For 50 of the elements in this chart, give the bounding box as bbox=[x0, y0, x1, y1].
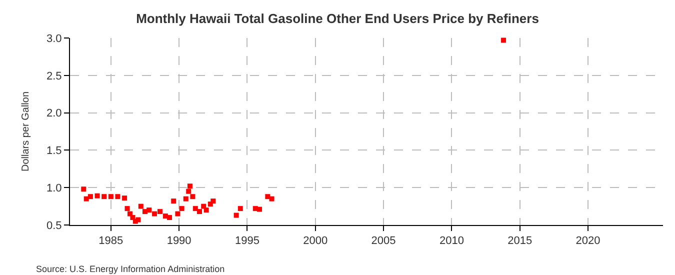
point bbox=[84, 196, 89, 202]
y-tick-label: 1.5 bbox=[46, 145, 62, 158]
point bbox=[152, 211, 158, 216]
point bbox=[167, 215, 172, 220]
point bbox=[210, 198, 216, 204]
x-tick-label: 2010 bbox=[439, 235, 464, 248]
y-tick-label: 3.0 bbox=[46, 32, 62, 45]
point bbox=[138, 204, 144, 209]
y-tick-label: 2.5 bbox=[46, 70, 62, 82]
x-tick-label: 2000 bbox=[303, 235, 328, 248]
x-tick-label: 2005 bbox=[371, 235, 396, 248]
x-tick-label: 1990 bbox=[166, 235, 192, 248]
x-tick-label: 2020 bbox=[576, 235, 600, 248]
point bbox=[192, 206, 198, 212]
y-tick-label: 2.0 bbox=[46, 108, 62, 120]
chart-title: Monthly Hawaii Total Gasoline Other End Users Price by Refiners bbox=[136, 10, 539, 26]
point bbox=[269, 196, 274, 202]
source-note: Source: U.S. Energy Information Administration bbox=[36, 264, 225, 274]
x-tick-label: 1985 bbox=[98, 235, 124, 248]
y-tick-label: 0.5 bbox=[46, 220, 62, 232]
point bbox=[115, 194, 120, 200]
point bbox=[501, 38, 506, 43]
point bbox=[102, 194, 107, 200]
point bbox=[187, 184, 192, 189]
point bbox=[146, 208, 152, 213]
point bbox=[122, 196, 128, 201]
point bbox=[183, 196, 188, 202]
point bbox=[234, 212, 239, 218]
x-tick-label: 2015 bbox=[508, 235, 532, 248]
point bbox=[175, 211, 180, 216]
point bbox=[171, 198, 176, 204]
point bbox=[186, 188, 192, 194]
point bbox=[197, 209, 202, 214]
point bbox=[190, 194, 196, 200]
point bbox=[179, 206, 184, 212]
point bbox=[238, 206, 243, 212]
point bbox=[136, 217, 141, 222]
point bbox=[81, 186, 86, 192]
point bbox=[204, 208, 209, 213]
y-tick-label: 1.0 bbox=[46, 182, 62, 194]
point bbox=[265, 194, 270, 200]
point bbox=[124, 206, 130, 212]
point bbox=[130, 215, 136, 220]
point bbox=[157, 209, 162, 214]
point bbox=[88, 194, 93, 200]
point bbox=[94, 193, 100, 198]
x-tick-label: 1995 bbox=[234, 235, 260, 248]
y-axis-title: Dollars per Gallon bbox=[20, 91, 32, 172]
point bbox=[256, 206, 262, 212]
point bbox=[108, 194, 114, 200]
